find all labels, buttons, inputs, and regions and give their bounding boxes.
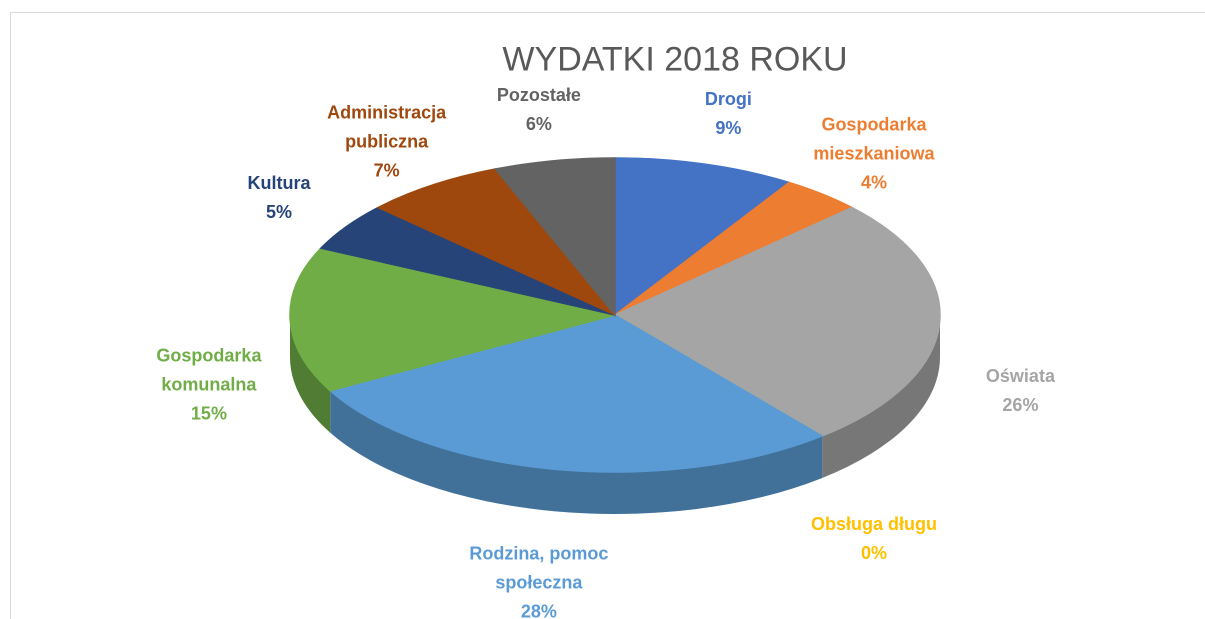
label-value: 26% <box>1002 395 1039 416</box>
label-name: Oświata <box>985 366 1055 387</box>
slice-side <box>290 315 331 433</box>
slice <box>614 157 791 317</box>
side-shade <box>290 315 331 433</box>
slice-side <box>330 390 823 514</box>
label-value: 9% <box>715 118 742 139</box>
side-walls <box>290 315 940 514</box>
data-label: Gospodarka mieszkaniowa 4% <box>779 111 969 198</box>
label-value: 28% <box>520 601 557 619</box>
slice <box>289 247 616 392</box>
slice <box>328 314 824 473</box>
chart-title: WYDATKI 2018 ROKU <box>502 40 848 79</box>
label-value: 15% <box>190 403 227 424</box>
side-shade <box>330 390 823 514</box>
data-label: Pozostałe 6% <box>444 81 634 139</box>
data-label: Kultura 5% <box>184 169 374 227</box>
label-name: Obsługa długu <box>810 513 937 534</box>
chart-frame <box>10 12 1205 619</box>
label-name: Kultura <box>247 172 311 193</box>
label-value: 0% <box>860 542 887 563</box>
data-label: Administracja publiczna 7% <box>292 99 482 186</box>
data-label: Rodzina, pomoc społeczna 28% <box>444 540 634 619</box>
label-name: Gospodarka komunalna <box>156 345 262 395</box>
label-value: 6% <box>525 113 552 134</box>
label-name: Gospodarka mieszkaniowa <box>813 114 935 164</box>
side-shade <box>822 315 940 478</box>
label-name: Drogi <box>704 89 752 110</box>
label-value: 5% <box>265 201 292 222</box>
data-label: Obsługa długu 0% <box>779 510 969 568</box>
label-name: Rodzina, pomoc społeczna <box>469 543 609 593</box>
data-label: Gospodarka komunalna 15% <box>114 341 304 428</box>
label-name: Administracja publiczna <box>327 102 447 152</box>
slice <box>376 168 616 316</box>
data-label: Drogi 9% <box>633 85 823 143</box>
data-label: Oświata 26% <box>925 362 1115 420</box>
slice-side <box>822 315 940 478</box>
label-value: 4% <box>860 172 887 193</box>
slice <box>613 206 941 437</box>
label-value: 7% <box>373 160 400 181</box>
slice <box>493 157 616 318</box>
label-name: Pozostałe <box>496 84 581 105</box>
